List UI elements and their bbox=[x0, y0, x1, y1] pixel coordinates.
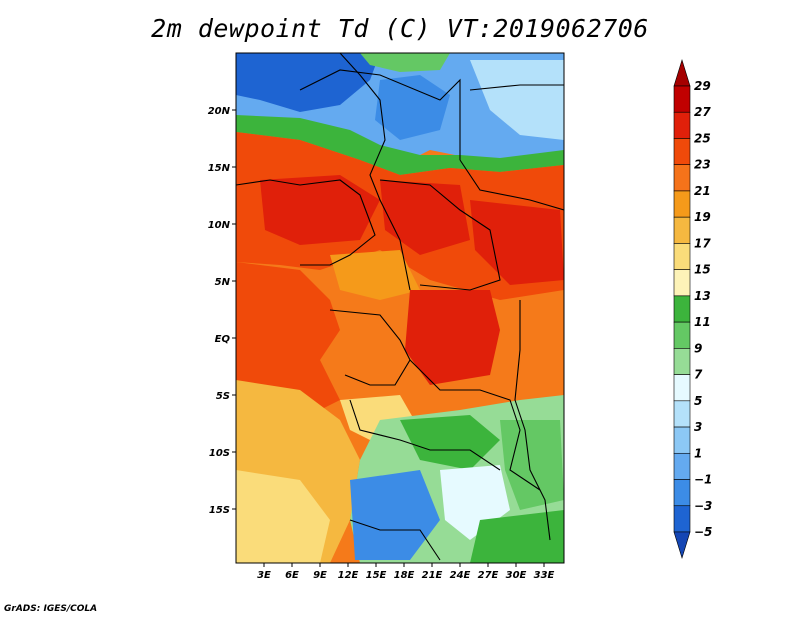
lon-label: 24E bbox=[450, 570, 471, 581]
colorbar-label: 7 bbox=[694, 368, 703, 382]
grads-credit: GrADS: IGES/COLA bbox=[4, 604, 98, 614]
lat-label: 20N bbox=[208, 106, 231, 117]
lat-label: 10N bbox=[208, 220, 231, 231]
lon-label: 6E bbox=[285, 570, 299, 581]
colorbar-label: −1 bbox=[694, 473, 712, 487]
colorbar-top-triangle bbox=[673, 58, 691, 87]
colorbar-label: 15 bbox=[694, 263, 711, 277]
colorbar-segment bbox=[673, 348, 691, 375]
colorbar-segment bbox=[673, 400, 691, 428]
lat-label: 15S bbox=[209, 505, 230, 516]
lat-label: 5S bbox=[216, 391, 230, 402]
lon-label: 9E bbox=[313, 570, 327, 581]
colorbar-segment bbox=[673, 164, 691, 192]
colorbar-segment bbox=[673, 216, 691, 244]
lon-label: 3E bbox=[257, 570, 271, 581]
lat-label: 5N bbox=[215, 277, 231, 288]
colorbar-label: 3 bbox=[694, 420, 702, 434]
colorbar-segment bbox=[673, 321, 691, 349]
lon-label: 27E bbox=[478, 570, 499, 581]
lat-label: EQ bbox=[215, 334, 231, 345]
colorbar-label: 27 bbox=[694, 105, 711, 119]
lon-label: 33E bbox=[534, 570, 555, 581]
colorbar-label: −3 bbox=[694, 499, 712, 513]
lon-label: 30E bbox=[506, 570, 527, 581]
colorbar-segment bbox=[673, 111, 691, 139]
lon-label: 12E bbox=[338, 570, 359, 581]
lon-axis: 3E 6E 9E 12E 15E 18E 21E 24E 27E 30E 33E bbox=[257, 563, 555, 581]
lat-label: 10S bbox=[209, 448, 230, 459]
colorbar-segment bbox=[673, 243, 691, 270]
lon-label: 15E bbox=[366, 570, 387, 581]
colorbar-segment bbox=[673, 190, 691, 218]
colorbar-label: 1 bbox=[694, 446, 702, 460]
colorbar-label: 13 bbox=[694, 289, 711, 303]
colorbar-label: 29 bbox=[694, 79, 711, 93]
colorbar-label: 5 bbox=[694, 394, 702, 408]
colorbar-label: 9 bbox=[694, 341, 702, 355]
dewpoint-field bbox=[236, 53, 564, 563]
colorbar-segment bbox=[673, 85, 691, 113]
colorbar-segment bbox=[673, 479, 691, 507]
colorbar-label: 11 bbox=[694, 315, 711, 329]
colorbar-segment bbox=[673, 138, 691, 166]
colorbar-segment bbox=[673, 426, 691, 454]
lon-label: 21E bbox=[422, 570, 443, 581]
colorbar-segment bbox=[673, 505, 691, 533]
colorbar-label: 19 bbox=[694, 210, 711, 224]
colorbar-label: −5 bbox=[694, 525, 712, 539]
colorbar-segment bbox=[673, 295, 691, 323]
colorbar-label: 17 bbox=[694, 236, 711, 250]
lon-label: 18E bbox=[394, 570, 415, 581]
colorbar-segment bbox=[673, 374, 691, 402]
colorbar-segment bbox=[673, 452, 691, 480]
map-title: 2m dewpoint Td (C) VT:2019062706 bbox=[151, 14, 649, 43]
colorbar-bottom-triangle bbox=[673, 531, 691, 560]
lat-label: 15N bbox=[208, 163, 231, 174]
lat-axis: 20N 15N 10N 5N EQ 5S 10S 15S bbox=[208, 106, 236, 516]
map-frame bbox=[235, 52, 565, 564]
colorbar-label: 25 bbox=[694, 131, 711, 145]
colorbar: 29 27 25 23 21 19 17 15 13 11 9 7 5 3 1 −1 −3 −5 bbox=[673, 58, 712, 560]
colorbar-label: 23 bbox=[694, 158, 711, 172]
colorbar-segment bbox=[673, 269, 691, 297]
colorbar-label: 21 bbox=[694, 184, 711, 198]
